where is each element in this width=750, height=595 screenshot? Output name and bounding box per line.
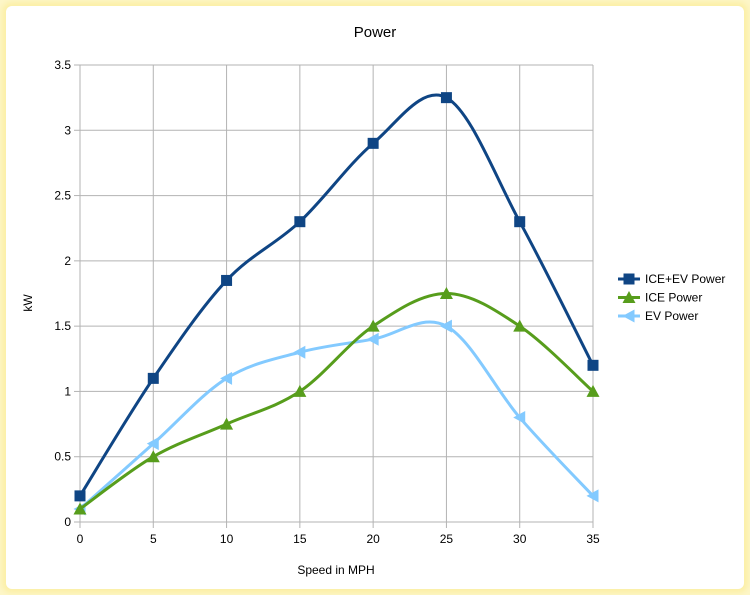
series-ice-ev-power [74,92,599,502]
y-tick-label: 3 [64,123,71,137]
data-point-ice-power [293,384,307,397]
data-point-ev-power [586,489,599,503]
y-tick-label: 1.5 [54,319,71,333]
legend-item-ice-power: ICE Power [618,291,702,305]
series-line-ice-power [79,292,594,511]
x-tick-label: 20 [366,532,380,546]
legend-swatch-marker [622,309,635,323]
y-tick-label: 3.5 [54,58,71,72]
legend-item-ev-power: EV Power [618,309,698,323]
data-point-ev-power [439,319,452,333]
legend-item-ice-ev-power: ICE+EV Power [618,272,725,286]
data-point-ice-power [586,384,600,397]
y-axis-title: kW [21,294,35,312]
x-tick-label: 0 [77,532,84,546]
x-tick-label: 30 [513,532,527,546]
power-line-chart: Power 0 5 10 15 20 25 30 35 0 0.5 1 1.5 2 2.5 3 3.5 Sp… [21,24,725,577]
chart-frame: Power 0 5 10 15 20 25 30 35 0 0.5 1 1.5 2 2.5 3 3.5 Sp… [6,6,744,589]
x-tick-label: 5 [150,532,157,546]
data-point-ev-power [146,437,159,451]
legend-swatch-marker [622,291,636,303]
data-point-ice-power [366,319,380,332]
data-point-ice-power [439,287,453,299]
data-point-ev-power [513,411,526,425]
legend-swatch-marker [623,273,635,285]
x-tick-label: 25 [440,532,454,546]
legend-label: EV Power [645,309,698,323]
series-ice-power [73,287,600,515]
x-tick-labels: 0 5 10 15 20 25 30 35 [77,532,600,546]
series-line-ev-power [79,320,595,511]
axes [74,64,594,528]
y-tick-label: 0 [64,515,71,529]
y-tick-label: 2.5 [54,189,71,203]
data-point-ice-power [513,319,527,332]
data-point-ice-ev-power [74,490,86,502]
legend-label: ICE Power [645,291,702,305]
x-tick-label: 10 [220,532,234,546]
data-point-ice-ev-power [440,92,452,104]
y-tick-label: 2 [64,254,71,268]
data-point-ice-ev-power [147,372,159,384]
data-point-ice-ev-power [514,216,526,228]
data-point-ev-power [366,332,379,346]
data-point-ice-power [73,502,87,515]
series-layer [73,92,600,516]
series-line-ice-ev-power [78,93,595,497]
data-point-ev-power [220,371,233,385]
y-tick-label: 0.5 [54,450,71,464]
data-point-ice-power [220,417,234,430]
data-point-ice-power [146,450,160,463]
x-axis-title: Speed in MPH [297,563,374,577]
y-tick-labels: 0 0.5 1 1.5 2 2.5 3 3.5 [54,58,71,529]
legend-label: ICE+EV Power [645,272,725,286]
x-tick-label: 15 [293,532,307,546]
data-point-ice-ev-power [221,274,233,286]
x-tick-label: 35 [586,532,600,546]
data-point-ice-ev-power [294,216,306,228]
data-point-ice-ev-power [587,359,599,371]
y-tick-label: 1 [64,384,71,398]
data-point-ice-ev-power [367,137,379,149]
chart-title: Power [354,24,397,41]
legend: ICE+EV Power ICE Power EV Power [618,272,725,323]
data-point-ev-power [293,345,306,359]
